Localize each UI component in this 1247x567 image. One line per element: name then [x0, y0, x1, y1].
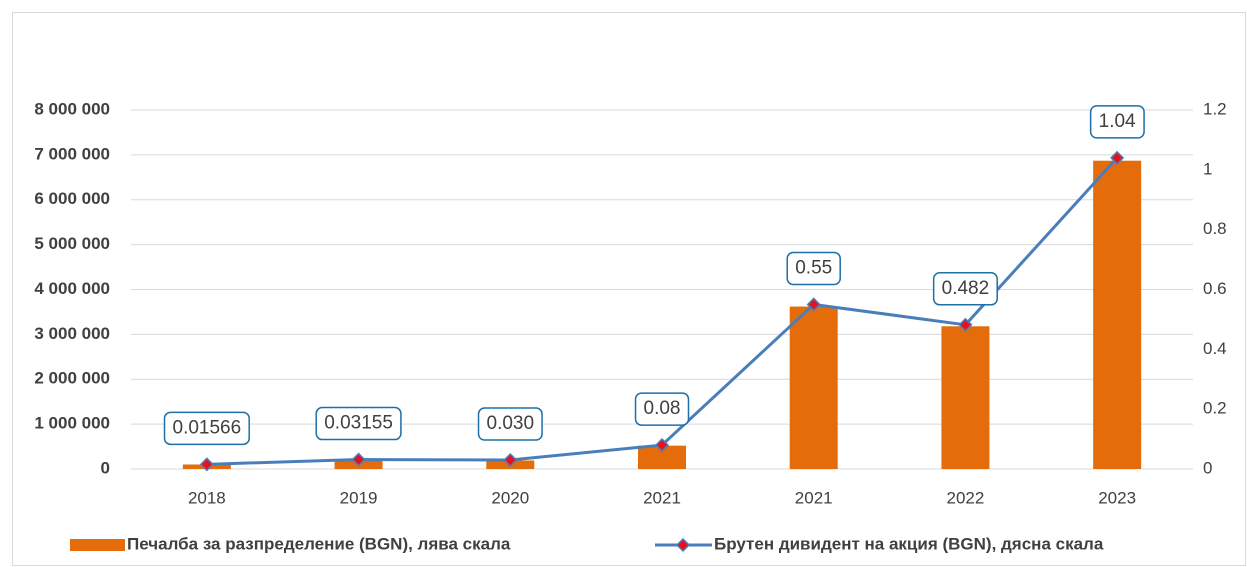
data-label-group: 0.55: [786, 251, 841, 286]
data-label-group: 0.03155: [315, 406, 402, 441]
data-label: 0.01566: [173, 417, 242, 438]
y2-tick-label: 0: [1203, 458, 1212, 477]
y-tick-label: 6 000 000: [34, 189, 110, 208]
x-tick-label: 2021: [643, 488, 681, 507]
legend-label: Брутен дивидент на акция (BGN), дясна ск…: [714, 534, 1104, 553]
y-tick-label: 8 000 000: [34, 99, 110, 118]
data-label: 0.482: [942, 278, 990, 299]
legend-marker: [675, 537, 691, 553]
y2-tick-label: 0.4: [1203, 339, 1227, 358]
x-tick-label: 2021: [795, 488, 833, 507]
x-tick-label: 2020: [491, 488, 529, 507]
marker: [351, 452, 366, 467]
data-label-group: 1.04: [1089, 105, 1145, 139]
y2-tick-label: 0.2: [1203, 399, 1227, 418]
data-label-box: [786, 251, 841, 286]
y-tick-label: 3 000 000: [34, 324, 110, 343]
data-label-box: [634, 392, 690, 426]
data-label: 1.04: [1099, 111, 1136, 132]
legend-swatch: [70, 539, 125, 551]
data-label: 0.55: [795, 257, 832, 278]
y-tick-label: 5 000 000: [34, 234, 110, 253]
data-label-box: [932, 272, 998, 306]
bar: [638, 445, 686, 469]
marker: [1110, 150, 1125, 165]
bar: [1093, 160, 1142, 470]
data-label: 0.03155: [324, 413, 393, 434]
marker: [958, 317, 973, 332]
data-label: 0.030: [487, 413, 535, 434]
x-tick-label: 2023: [1098, 488, 1136, 507]
x-tick-label: 2019: [340, 488, 378, 507]
data-label-group: 0.482: [932, 272, 998, 306]
data-label-box: [1089, 105, 1145, 139]
marker: [654, 438, 670, 453]
legend-label: Печалба за разпределение (BGN), лява ска…: [127, 534, 511, 553]
y-tick-label: 7 000 000: [34, 144, 110, 163]
bar: [789, 306, 838, 469]
marker: [199, 457, 214, 472]
y-tick-label: 0: [101, 458, 110, 477]
marker: [806, 297, 821, 312]
data-label-group: 0.08: [634, 392, 690, 426]
data-label-box: [315, 406, 402, 441]
data-label: 0.08: [644, 398, 681, 419]
y2-tick-label: 0.8: [1203, 219, 1227, 238]
x-tick-label: 2022: [947, 488, 985, 507]
marker: [503, 452, 518, 468]
data-label-box: [163, 411, 250, 446]
bar: [941, 326, 990, 469]
y2-tick-label: 1: [1203, 159, 1212, 178]
y2-tick-label: 0.6: [1203, 279, 1227, 298]
data-label-box: [477, 407, 543, 441]
y2-tick-label: 1.2: [1203, 99, 1227, 118]
y-tick-label: 1 000 000: [34, 414, 110, 433]
y-tick-label: 2 000 000: [34, 369, 110, 388]
x-tick-label: 2018: [188, 488, 226, 507]
data-label-group: 0.030: [477, 407, 543, 441]
y-tick-label: 4 000 000: [34, 279, 110, 298]
data-label-group: 0.01566: [163, 411, 250, 446]
